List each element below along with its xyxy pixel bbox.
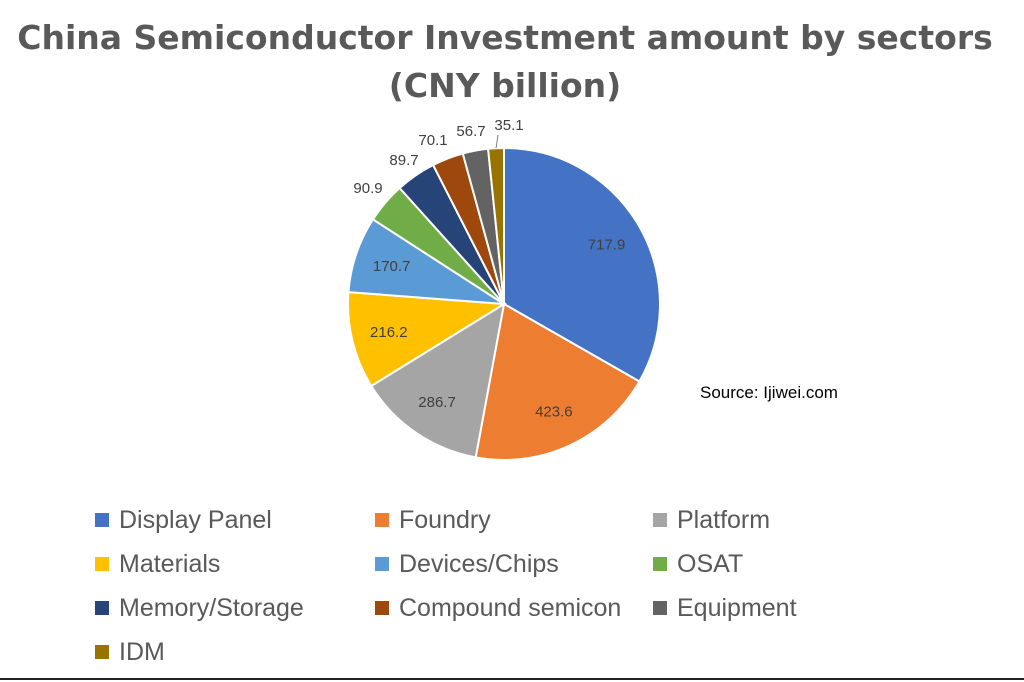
legend-label: Platform (677, 505, 771, 534)
legend-item: Equipment (653, 590, 797, 626)
slice-data-label: 35.1 (494, 117, 523, 134)
slice-data-label: 70.1 (418, 132, 447, 149)
chart-subtitle: (CNY billion) (388, 66, 622, 105)
source-note: Source: Ijiwei.com (700, 383, 838, 402)
legend-swatch (375, 513, 389, 527)
pie-slice (369, 301, 506, 459)
legend-label: Compound semicon (399, 593, 622, 622)
legend-label: Materials (119, 549, 221, 578)
legend-item: Foundry (375, 502, 491, 538)
pie-slice (474, 302, 641, 461)
bottom-divider (0, 678, 1024, 680)
legend-label: OSAT (677, 549, 744, 578)
legend-swatch (375, 557, 389, 571)
legend-swatch (95, 557, 109, 571)
legend-label: Foundry (399, 505, 491, 534)
legend-item: OSAT (653, 546, 743, 582)
slice-data-label: 90.9 (353, 180, 382, 197)
legend-label: Display Panel (119, 505, 272, 534)
legend-swatch (95, 645, 109, 659)
chart-title: China Semiconductor Investment amount by… (0, 14, 1010, 110)
legend-swatch (95, 513, 109, 527)
legend-swatch (653, 557, 667, 571)
slice-data-label: 717.9 (588, 237, 626, 254)
slice-data-label: 423.6 (535, 404, 573, 421)
legend-item: Display Panel (95, 502, 272, 538)
slice-data-label: 286.7 (418, 394, 456, 411)
legend-item: IDM (95, 634, 165, 670)
legend-swatch (95, 601, 109, 615)
legend-item: Devices/Chips (375, 546, 559, 582)
slice-data-label: 56.7 (456, 123, 485, 140)
legend-label: Equipment (677, 593, 797, 622)
legend-swatch (653, 513, 667, 527)
legend-item: Compound semicon (375, 590, 621, 626)
pie-slice (503, 146, 661, 383)
slice-data-label: 89.7 (389, 152, 418, 169)
pie-slice (347, 291, 508, 388)
slice-data-label: 216.2 (370, 324, 408, 341)
legend-label: IDM (119, 637, 165, 666)
legend-swatch (653, 601, 667, 615)
legend-item: Materials (95, 546, 220, 582)
legend-item: Platform (653, 502, 770, 538)
slice-data-label: 170.7 (373, 258, 411, 275)
legend-label: Devices/Chips (399, 549, 559, 578)
legend-item: Memory/Storage (95, 590, 304, 626)
chart-title-line: China Semiconductor Investment amount by… (17, 18, 993, 57)
legend-swatch (375, 601, 389, 615)
legend-label: Memory/Storage (119, 593, 304, 622)
leader-line (495, 134, 499, 149)
